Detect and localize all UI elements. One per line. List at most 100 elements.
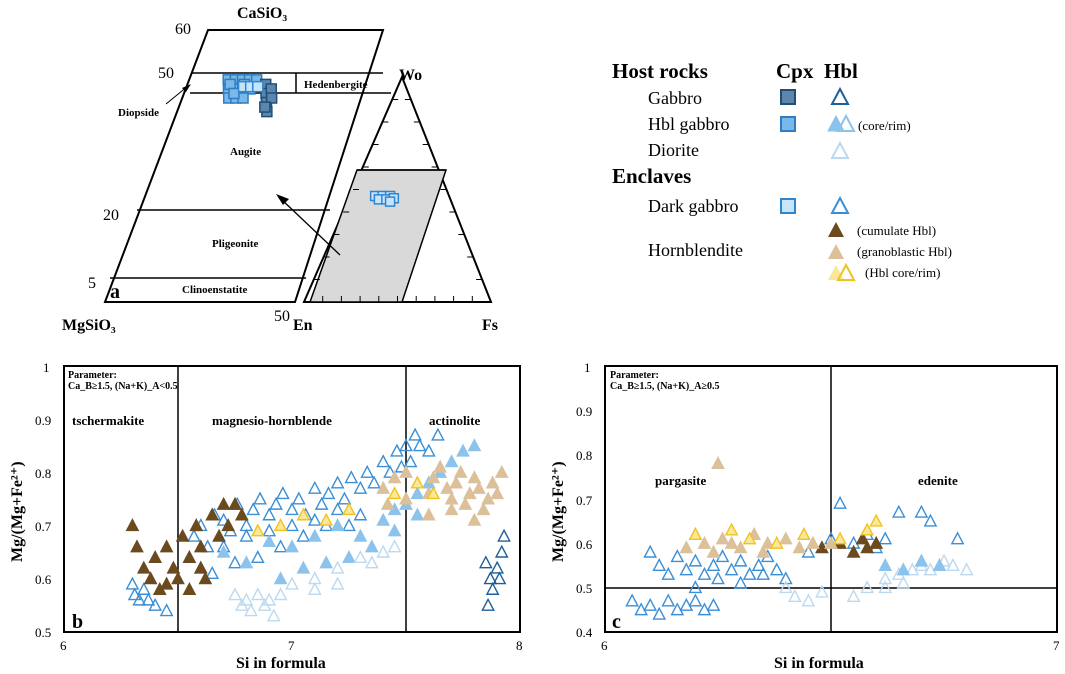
panel-b-point-hbl-gabbro-hbl-13 bbox=[444, 454, 459, 468]
panel-b-point-cumulate-hbl-0 bbox=[125, 518, 140, 532]
panel-c-point-granoblastic-hbl-8 bbox=[792, 540, 807, 554]
panel-b-point-granoblastic-hbl-1 bbox=[387, 470, 402, 484]
panel-b-y-0.8: 0.8 bbox=[35, 466, 51, 481]
panel-b-x-7: 7 bbox=[288, 638, 295, 653]
panel-b-y-1: 1 bbox=[43, 360, 50, 375]
panel-b-point-dark-gabbro-hbl-42 bbox=[431, 427, 445, 441]
legend-core-rim: (core/rim) bbox=[858, 118, 911, 133]
panel-c-point-dark-gabbro-hbl-9 bbox=[724, 562, 739, 576]
panel-b-point-granoblastic-hbl-18 bbox=[490, 486, 505, 500]
panel-b-point-dark-gabbro-hbl-57 bbox=[205, 565, 220, 579]
panel-c-y-0.4: 0.4 bbox=[576, 625, 593, 640]
panel-c-point-diorite-hbl-6 bbox=[878, 571, 893, 585]
panel-c-point-dark-gabbro-hbl-33 bbox=[679, 597, 694, 611]
panel-b-point-hbl-gabbro-hbl-14 bbox=[456, 443, 470, 457]
panel-b-point-dark-gabbro-hbl-31 bbox=[360, 464, 375, 478]
panel-b-point-granoblastic-hbl-21 bbox=[444, 502, 459, 516]
panel-b-point-cumulate-hbl-14 bbox=[205, 507, 220, 521]
legend-gabbro-hbl-marker bbox=[830, 86, 850, 105]
panel-b-point-dark-gabbro-hbl-8 bbox=[187, 528, 201, 542]
panel-c: Parameter: Ca_B≥1.5, (Na+K)_A≥0.5 pargas… bbox=[550, 360, 1060, 672]
legend-cumulate-marker bbox=[828, 222, 844, 237]
panel-c-point-dark-gabbro-hbl-2 bbox=[661, 566, 676, 580]
panel-b-point-dark-gabbro-hbl-30 bbox=[353, 480, 368, 494]
panel-c-param2: Ca_B≥1.5, (Na+K)_A≥0.5 bbox=[610, 381, 719, 392]
panel-b-point-dark-gabbro-hbl-34 bbox=[383, 464, 397, 478]
panel-c-point-dark-gabbro-hbl-27 bbox=[625, 593, 639, 607]
panel-b: Parameter: Ca_B≥1.5, (Na+K)_A<0.5 tscher… bbox=[9, 360, 523, 672]
panel-b-point-hbl-gabbro-hbl-2 bbox=[262, 534, 277, 548]
panel-b-point-gabbro-hbl-3 bbox=[494, 544, 509, 558]
panel-b-point-dark-gabbro-hbl-20 bbox=[276, 486, 290, 500]
panel-b-point-dark-gabbro-hbl-50 bbox=[353, 507, 368, 521]
panel-c-point-hbl-core-rim-5 bbox=[833, 531, 847, 545]
panel-c-point-dark-gabbro-hbl-3 bbox=[670, 549, 685, 563]
panel-b-point-dark-gabbro-hbl-6 bbox=[159, 603, 174, 617]
panel-b-point-diorite-hbl-6 bbox=[262, 592, 277, 606]
panel-b-point-diorite-hbl-14 bbox=[376, 544, 391, 558]
panel-b-point-granoblastic-hbl-23 bbox=[399, 491, 413, 505]
panel-b-point-dark-gabbro-hbl-27 bbox=[330, 475, 345, 489]
legend-hornblendite: Hornblendite bbox=[648, 240, 743, 260]
panel-b-ylabel: Mg/(Mg+Fe²⁺) bbox=[9, 461, 26, 562]
panel-c-param: Parameter: bbox=[610, 370, 659, 381]
panel-c-y-0.6: 0.6 bbox=[576, 537, 593, 552]
panel-c-point-hbl-gabbro-hbl-3 bbox=[932, 558, 947, 571]
panel-c-point-diorite-hbl-4 bbox=[846, 589, 861, 603]
panel-b-point-dark-gabbro-hbl-4 bbox=[141, 592, 156, 606]
panel-b-y-0.5: 0.5 bbox=[35, 625, 51, 640]
panel-c-point-dark-gabbro-hbl-8 bbox=[715, 549, 730, 563]
panel-a-point-dark-gabbro-cpx-2 bbox=[252, 80, 264, 93]
panel-b-point-granoblastic-hbl-24 bbox=[380, 496, 395, 510]
panel-b-point-hbl-gabbro-hbl-3 bbox=[285, 539, 299, 553]
panel-b-point-hbl-gabbro-hbl-5 bbox=[330, 518, 345, 532]
panel-c-point-dark-gabbro-hbl-23 bbox=[891, 504, 906, 518]
panel-b-point-cumulate-hbl-1 bbox=[130, 539, 144, 553]
panel-b-point-granoblastic-hbl-14 bbox=[472, 480, 486, 494]
panel-c-x-7: 7 bbox=[1053, 638, 1060, 653]
panel-b-point-hbl-gabbro-hbl-17 bbox=[342, 550, 356, 564]
legend-hbl-gabbro-cpx-marker bbox=[780, 116, 796, 132]
panel-b-point-cumulate-hbl-12 bbox=[193, 539, 208, 553]
panel-b-point-granoblastic-hbl-20 bbox=[421, 507, 436, 521]
panel-a-en: En bbox=[293, 317, 313, 334]
panel-c-point-diorite-hbl-3 bbox=[815, 584, 829, 598]
panel-c-point-dark-gabbro-hbl-37 bbox=[688, 580, 703, 594]
panel-b-point-dark-gabbro-hbl-48 bbox=[307, 512, 322, 526]
panel-c-point-granoblastic-hbl-12 bbox=[756, 544, 771, 558]
panel-c-point-diorite-hbl-1 bbox=[787, 589, 802, 603]
panel-b-point-dark-gabbro-hbl-47 bbox=[285, 518, 299, 532]
legend-diorite-hbl-marker bbox=[830, 140, 850, 159]
panel-b-point-gabbro-hbl-7 bbox=[492, 571, 507, 585]
panel-a-augite: Augite bbox=[230, 146, 261, 158]
panel-b-point-dark-gabbro-hbl-16 bbox=[246, 502, 261, 516]
panel-b-point-gabbro-hbl-0 bbox=[478, 555, 493, 569]
panel-b-point-cumulate-hbl-11 bbox=[189, 518, 204, 532]
panel-a-inset-point-6 bbox=[384, 196, 396, 207]
panel-c-point-cumulate-hbl-5 bbox=[855, 531, 870, 545]
panel-c-point-granoblastic-hbl-11 bbox=[724, 535, 739, 549]
panel-b-point-gabbro-hbl-6 bbox=[481, 597, 495, 611]
legend-hbl-gabbro-hbl-rim-marker bbox=[836, 113, 856, 132]
panel-b-point-diorite-hbl-8 bbox=[273, 587, 288, 601]
panel-b-point-dark-gabbro-hbl-26 bbox=[321, 486, 336, 500]
panel-c-point-dark-gabbro-hbl-24 bbox=[914, 504, 929, 518]
panel-b-point-granoblastic-hbl-2 bbox=[399, 464, 413, 478]
panel-c-point-cumulate-hbl-2 bbox=[846, 544, 861, 558]
legend-dark-gabbro-hbl-marker bbox=[830, 195, 850, 214]
panel-b-actinolite: actinolite bbox=[429, 413, 480, 428]
panel-a-fs: Fs bbox=[482, 317, 498, 334]
panel-b-point-dark-gabbro-hbl-18 bbox=[262, 507, 277, 521]
panel-b-point-dark-gabbro-hbl-29 bbox=[344, 470, 359, 484]
panel-b-point-dark-gabbro-hbl-56 bbox=[228, 555, 242, 569]
panel-b-point-dark-gabbro-hbl-3 bbox=[136, 581, 151, 595]
panel-b-y-0.6: 0.6 bbox=[35, 572, 52, 587]
panel-b-letter: b bbox=[72, 611, 83, 633]
panel-b-point-granoblastic-hbl-15 bbox=[476, 502, 491, 516]
panel-b-point-diorite-hbl-0 bbox=[228, 587, 242, 601]
panel-c-point-diorite-hbl-10 bbox=[923, 562, 938, 576]
panel-b-point-hbl-gabbro-hbl-4 bbox=[307, 528, 322, 542]
legend-cpx-header: Cpx bbox=[776, 59, 814, 83]
panel-b-point-diorite-hbl-9 bbox=[285, 576, 299, 590]
panel-b-point-dark-gabbro-hbl-22 bbox=[291, 491, 306, 505]
